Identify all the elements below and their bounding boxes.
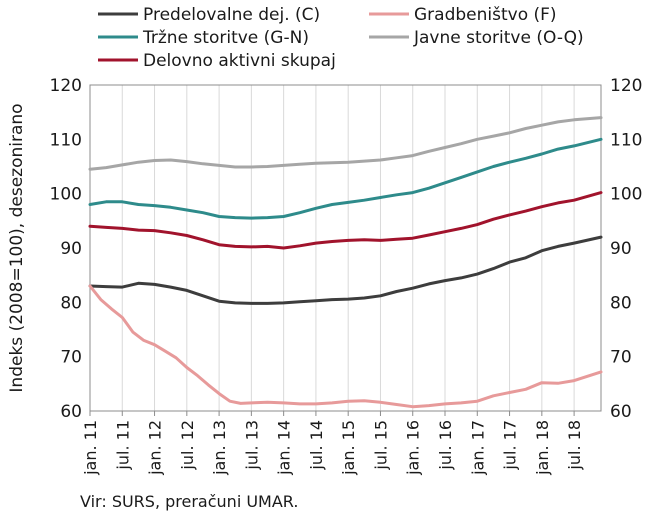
x-tick-label: jan. 13 [210, 420, 229, 476]
y-tick-label-right: 70 [610, 348, 632, 368]
legend-label: Tržne storitve (G-N) [142, 28, 309, 48]
y-tick-label-left: 110 [50, 130, 82, 150]
y-tick-label-right: 110 [610, 130, 642, 150]
x-tick-label: jan. 16 [404, 420, 423, 476]
x-tick-label: jul. 13 [242, 420, 261, 471]
series-line-gradbeni-tvo-f [88, 284, 603, 409]
y-tick-label-left: 80 [60, 293, 82, 313]
y-tick-label-left: 120 [50, 76, 82, 96]
series-line-tr-ne-storitve-g-n [88, 137, 603, 220]
source-note: Vir: SURS, preračuni UMAR. [80, 492, 298, 511]
series-line-delovno-aktivni-skupaj [88, 191, 603, 250]
x-tick-label: jan. 15 [339, 420, 358, 476]
plot-frame [89, 84, 602, 412]
x-tick-label: jul. 17 [501, 420, 520, 471]
legend-label: Delovno aktivni skupaj [143, 51, 336, 71]
y-tick-label-left: 60 [60, 402, 82, 422]
y-tick-label-left: 100 [50, 185, 82, 205]
series-line-predelovalne-dej-c [88, 235, 603, 305]
y-axis-title: Indeks (2008=100), desezonirano [7, 103, 27, 392]
x-tick-label: jul. 14 [307, 420, 326, 471]
legend-label: Predelovalne dej. (C) [143, 5, 320, 25]
y-tick-label-left: 90 [60, 239, 82, 259]
y-tick-label-right: 90 [610, 239, 632, 259]
x-tick-label: jan. 11 [81, 420, 100, 476]
x-tick-label: jul. 11 [113, 420, 132, 471]
legend-label: Gradbeništvo (F) [414, 5, 557, 25]
x-tick-label: jan. 14 [275, 420, 294, 476]
series-line-javne-storitve-o-q [88, 116, 603, 171]
y-tick-label-right: 100 [610, 185, 642, 205]
axes: jan. 11 jul. 11 jan. 12 jul. 12 jan. 13 jul. … [50, 76, 643, 476]
x-tick-label: jan. 17 [468, 420, 487, 476]
y-tick-label-right: 80 [610, 293, 632, 313]
series-lines [88, 116, 603, 409]
y-tick-label-right: 60 [610, 402, 632, 422]
x-tick-label: jul. 16 [436, 420, 455, 471]
y-tick-label-right: 120 [610, 76, 642, 96]
y-tick-label-left: 70 [60, 348, 82, 368]
legend: Predelovalne dej. (C) Gradbeništvo (F) Trž… [98, 5, 584, 71]
x-tick-label: jan. 18 [533, 420, 552, 476]
x-tick-label: jul. 15 [371, 420, 390, 471]
x-tick-label: jul. 18 [565, 420, 584, 471]
x-tick-label: jan. 12 [146, 420, 165, 476]
legend-label: Javne storitve (O-Q) [413, 28, 584, 48]
x-tick-label: jul. 12 [178, 420, 197, 471]
